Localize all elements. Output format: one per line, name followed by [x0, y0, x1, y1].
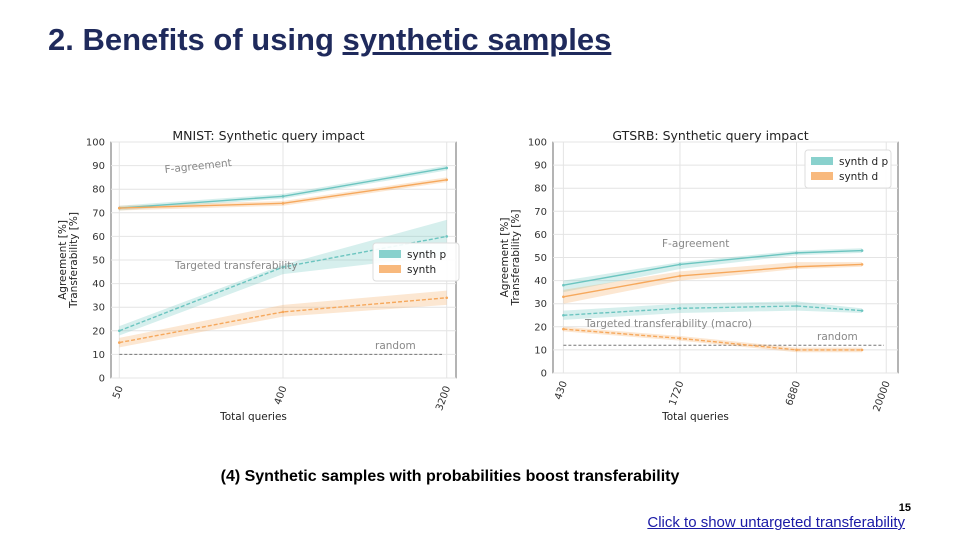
- point-synth-d-p: [678, 307, 682, 310]
- point-synth-d-p: [795, 304, 798, 308]
- y-tick-label: 50: [534, 253, 547, 264]
- point-synth-d: [562, 295, 565, 299]
- slide-title-link[interactable]: synthetic samples: [342, 22, 612, 57]
- y-tick-label: 10: [534, 345, 547, 356]
- y-tick-label: 90: [534, 161, 547, 172]
- annotation-random: random: [817, 331, 858, 343]
- point-synth-d-p: [678, 263, 682, 266]
- legend-label: synth p: [407, 249, 446, 261]
- page-number: 15: [898, 502, 911, 514]
- y-tick-label: 80: [92, 185, 105, 196]
- chart-title: GTSRB: Synthetic query impact: [612, 128, 808, 143]
- point-synth: [445, 296, 449, 300]
- point-synth-d-p: [860, 309, 864, 312]
- y-tick-label: 60: [534, 230, 547, 241]
- line-synth-d-p-targeted-transferability-macro: [563, 305, 863, 316]
- y-tick-label: 0: [541, 369, 547, 380]
- line-synth-d-f-agreement: [563, 263, 863, 298]
- point-synth: [117, 206, 121, 210]
- point-synth-d: [860, 263, 864, 266]
- x-tick-label: 20000: [872, 380, 893, 414]
- point-synth-d: [860, 348, 864, 352]
- point-synth: [281, 202, 285, 205]
- point-synth-p: [281, 194, 285, 198]
- y-axis-label: Transferability [%]: [510, 210, 522, 307]
- band-synth-p-targeted-transferability: [119, 219, 447, 336]
- x-tick-label: 50: [111, 385, 126, 401]
- y-tick-label: 40: [92, 279, 105, 290]
- y-tick-label: 40: [534, 276, 547, 287]
- y-tick-label: 20: [534, 322, 547, 333]
- slide-title: 2. Benefits of using synthetic samples: [48, 22, 611, 58]
- line-synth-d-p-f-agreement: [563, 249, 863, 286]
- figure-caption: (4) Synthetic samples with probabilities…: [220, 468, 680, 485]
- legend-label: synth d p: [839, 156, 888, 168]
- point-synth-d-p: [795, 251, 798, 255]
- point-synth-d: [562, 327, 565, 331]
- mnist-chart: 0 10 20 30 40 50 60 70 80 90 100 50 400 3200 MNIST: Sy…: [57, 128, 460, 423]
- x-tick-label: 430: [553, 380, 570, 402]
- point-synth: [445, 178, 449, 182]
- point-synth-d: [795, 348, 798, 352]
- legend-label: synth: [407, 264, 436, 276]
- annotation-f-agreement: F-agreement: [662, 238, 729, 250]
- point-synth: [281, 310, 285, 314]
- y-tick-label: 30: [92, 303, 105, 314]
- point-synth-d-p: [562, 313, 565, 317]
- annotation-random: random: [375, 340, 416, 352]
- point-synth-p: [281, 265, 285, 269]
- line-synth-d-targeted-transferability-macro: [563, 328, 863, 351]
- annotation-targeted-transferability-macro: Targeted transferability (macro): [584, 318, 752, 330]
- legend-label: synth d: [839, 171, 878, 183]
- point-synth-d: [678, 274, 682, 278]
- legend-swatch: [379, 265, 401, 273]
- x-tick-label: 6880: [784, 380, 803, 408]
- y-tick-label: 100: [86, 138, 105, 149]
- point-synth-p: [445, 235, 449, 238]
- y-tick-label: 20: [92, 326, 105, 337]
- x-tick-label: 400: [273, 385, 290, 407]
- y-axis-label: Agreement [%]: [57, 220, 69, 300]
- legend-swatch: [811, 157, 833, 165]
- y-axis-label: Agreement [%]: [499, 218, 511, 298]
- point-synth-d-p: [562, 283, 565, 287]
- y-axis-label: Transferability [%]: [68, 212, 80, 309]
- legend-swatch: [379, 250, 401, 258]
- annotation-targeted-transferability: Targeted transferability: [174, 260, 298, 272]
- point-synth-d: [795, 265, 798, 269]
- line-synth-targeted-transferability: [119, 297, 447, 344]
- x-tick-label: 1720: [667, 380, 686, 408]
- point-synth-d-p: [860, 249, 864, 252]
- y-tick-label: 100: [528, 138, 547, 149]
- x-tick-label: 3200: [434, 385, 453, 413]
- y-tick-label: 50: [92, 256, 105, 267]
- chart-title: MNIST: Synthetic query impact: [172, 128, 364, 143]
- y-tick-label: 90: [92, 161, 105, 172]
- untargeted-transferability-link[interactable]: Click to show untargeted transferability: [647, 514, 905, 531]
- y-tick-label: 80: [534, 184, 547, 195]
- slide-title-prefix: 2. Benefits of using: [48, 22, 343, 57]
- point-synth-d: [678, 337, 682, 340]
- band-synth-d-targeted-transferability-macro: [563, 326, 863, 353]
- x-axis-label: Total queries: [219, 411, 287, 423]
- y-tick-label: 10: [92, 350, 105, 361]
- y-tick-label: 60: [92, 232, 105, 243]
- legend-swatch: [811, 172, 833, 180]
- y-tick-label: 30: [534, 299, 547, 310]
- point-synth-p: [445, 166, 449, 170]
- x-axis-label: Total queries: [661, 411, 729, 423]
- y-tick-label: 70: [92, 208, 105, 219]
- point-synth: [117, 341, 121, 344]
- band-synth-d-f-agreement: [563, 262, 863, 304]
- y-tick-label: 70: [534, 207, 547, 218]
- gtsrb-chart: 0 10 20 30 40 50 60 70 80 90 100 430 1720 6880 20000 GT…: [499, 128, 899, 423]
- band-synth-d-p-f-agreement: [563, 248, 863, 293]
- point-synth-p: [117, 329, 121, 333]
- y-tick-label: 0: [99, 374, 105, 385]
